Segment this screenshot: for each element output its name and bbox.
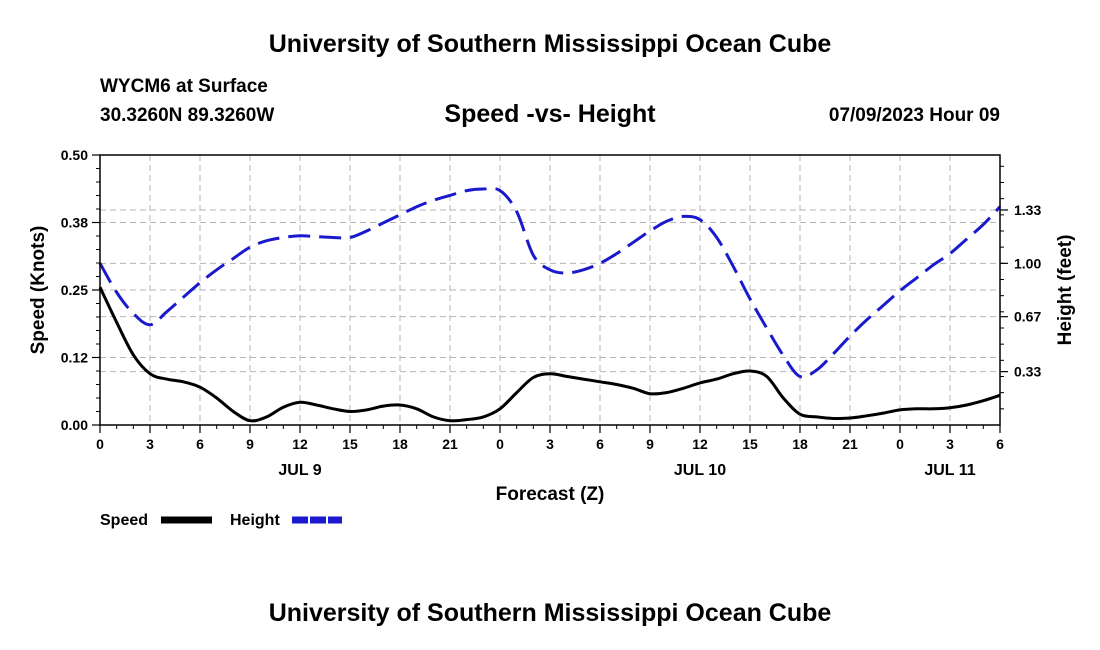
axis-labels: 0 3 6 9 12 15 18 21 0 3 6 9 12 15 18 21 0 3 6 JUL 9 JUL 10 JU… xyxy=(28,147,1076,505)
day-label: JUL 10 xyxy=(674,462,726,479)
date-label: 07/09/2023 Hour 09 xyxy=(828,105,1000,126)
grid-lines xyxy=(100,154,1000,425)
x-tick-label: 12 xyxy=(292,436,308,452)
x-tick-label: 18 xyxy=(392,436,408,452)
y-tick-label: 0.25 xyxy=(61,282,88,298)
x-axis-title: Forecast (Z) xyxy=(496,484,605,505)
x-tick-label: 3 xyxy=(946,436,954,452)
x-tick-label: 15 xyxy=(342,436,358,452)
footer-title: University of Southern Mississippi Ocean… xyxy=(268,599,832,627)
y-axis-title: Speed (Knots) xyxy=(28,226,49,355)
x-tick-label: 0 xyxy=(496,436,504,452)
y2-tick-label: 0.67 xyxy=(1014,309,1041,325)
x-tick-label: 12 xyxy=(692,436,708,452)
legend: Speed Height xyxy=(100,512,342,529)
day-label: JUL 9 xyxy=(278,462,321,479)
plot-frame xyxy=(99,154,1001,426)
x-tick-label: 21 xyxy=(842,436,858,452)
x-tick-label: 3 xyxy=(146,436,154,452)
y-tick-label: 0.38 xyxy=(61,215,88,231)
main-title: University of Southern Mississippi Ocean… xyxy=(268,30,832,58)
x-tick-label: 0 xyxy=(896,436,904,452)
legend-label-speed: Speed xyxy=(100,512,148,529)
x-tick-label: 6 xyxy=(596,436,604,452)
x-tick-label: 9 xyxy=(646,436,654,452)
x-tick-label: 21 xyxy=(442,436,458,452)
y-tick-label: 0.12 xyxy=(61,350,88,366)
day-label: JUL 11 xyxy=(924,462,975,479)
y2-axis-title: Height (feet) xyxy=(1055,235,1076,346)
y2-tick-label: 1.33 xyxy=(1014,202,1041,218)
height-series-line xyxy=(98,186,1002,379)
y2-tick-label: 0.33 xyxy=(1014,364,1041,380)
x-tick-label: 6 xyxy=(996,436,1004,452)
y-tick-label: 0.50 xyxy=(61,147,88,163)
y-tick-label: 0.00 xyxy=(61,417,88,433)
x-tick-label: 18 xyxy=(792,436,808,452)
x-tick-label: 0 xyxy=(96,436,104,452)
speed-series-line xyxy=(98,286,1001,423)
station-label: WYCM6 at Surface xyxy=(100,76,268,97)
y2-tick-label: 1.00 xyxy=(1014,255,1041,271)
x-tick-label: 15 xyxy=(742,436,758,452)
x-tick-label: 9 xyxy=(246,436,254,452)
legend-label-height: Height xyxy=(230,512,280,529)
coordinates-label: 30.3260N 89.3260W xyxy=(100,105,275,126)
x-tick-label: 3 xyxy=(546,436,554,452)
chart-title: Speed -vs- Height xyxy=(444,100,656,128)
series-layer xyxy=(98,186,1002,423)
x-tick-label: 6 xyxy=(196,436,204,452)
